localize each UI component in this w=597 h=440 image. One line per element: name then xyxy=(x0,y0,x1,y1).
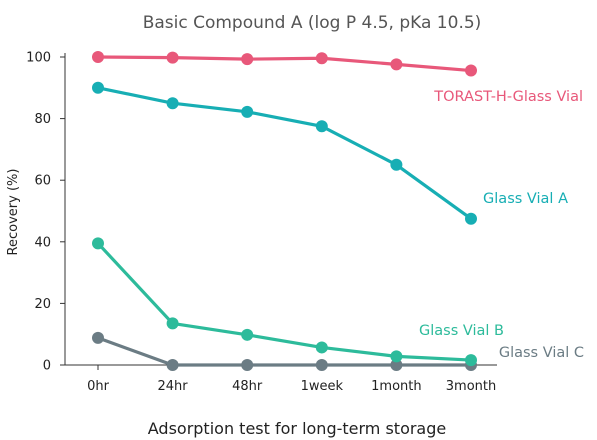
series-labels: TORAST-H-Glass Vial Glass Vial A Glass Via… xyxy=(419,89,584,361)
series-glass-vial-b xyxy=(92,237,477,367)
data-point xyxy=(241,328,254,341)
y-tick-label: 80 xyxy=(34,112,51,127)
data-point xyxy=(390,58,403,71)
data-point xyxy=(390,359,403,371)
series-layer xyxy=(92,51,477,371)
data-point xyxy=(465,212,477,225)
data-point xyxy=(241,53,254,66)
y-tick-label: 0 xyxy=(43,359,51,374)
data-point xyxy=(390,158,403,171)
data-point xyxy=(92,331,104,344)
data-point xyxy=(315,52,328,65)
x-axis-title: Adsorption test for long-term storage xyxy=(148,419,446,438)
data-point xyxy=(465,354,477,367)
data-point xyxy=(315,341,328,354)
series-label: Glass Vial C xyxy=(499,345,584,361)
series-label: TORAST-H-Glass Vial xyxy=(433,89,583,105)
x-tick-label: 1week xyxy=(301,379,344,394)
y-tick-label: 40 xyxy=(34,235,51,250)
y-tick-label: 60 xyxy=(34,174,51,189)
x-tick-label: 3month xyxy=(446,379,496,394)
series-line xyxy=(96,55,473,73)
data-point xyxy=(92,237,104,250)
data-point xyxy=(92,51,104,63)
x-tick-label: 1month xyxy=(371,379,421,394)
x-tick-label: 48hr xyxy=(232,379,263,394)
data-point xyxy=(390,350,403,363)
y-axis-title: Recovery (%) xyxy=(6,169,21,256)
x-tick-label: 0hr xyxy=(87,379,110,394)
chart-title: Basic Compound A (log P 4.5, pKa 10.5) xyxy=(143,13,482,33)
series-line xyxy=(96,86,473,221)
series-label: Glass Vial B xyxy=(419,323,504,339)
data-point xyxy=(166,97,179,110)
data-point xyxy=(241,105,254,118)
data-point xyxy=(315,359,328,371)
x-tick-label: 24hr xyxy=(158,379,189,394)
data-point xyxy=(241,359,254,371)
data-point xyxy=(166,51,179,64)
data-point xyxy=(92,81,104,94)
data-point xyxy=(315,120,328,133)
y-tick-label: 20 xyxy=(34,297,51,312)
series-line xyxy=(96,241,473,362)
series-glass-vial-c xyxy=(92,331,477,371)
y-tick-label: 100 xyxy=(26,51,51,66)
series-glass-vial-a xyxy=(92,81,477,225)
series-line xyxy=(96,336,473,367)
series-label: Glass Vial A xyxy=(483,191,568,207)
axes: 0 20 40 60 80 100 0hr 24hr 48hr 1week 1month 3month xyxy=(26,51,497,394)
data-point xyxy=(465,64,477,77)
series-torast-h-glass-vial xyxy=(92,51,477,77)
data-point xyxy=(166,359,179,371)
data-point xyxy=(166,317,179,330)
